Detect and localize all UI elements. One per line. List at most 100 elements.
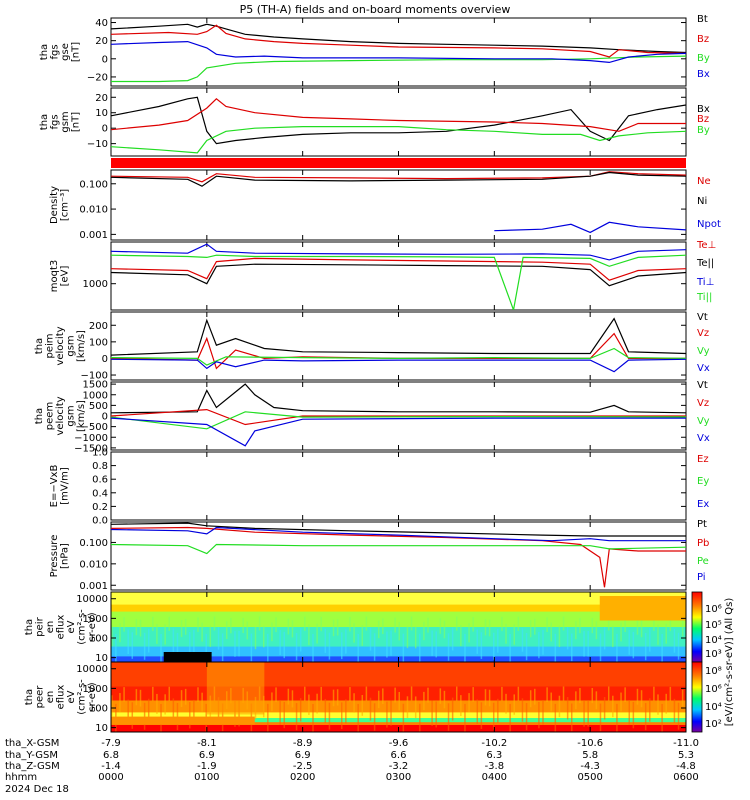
y-tick-label: 0.2 bbox=[92, 502, 108, 513]
x-tick-label: 0000 bbox=[98, 772, 123, 783]
heatmap-streak bbox=[431, 630, 433, 656]
heatmap-streak bbox=[164, 624, 166, 645]
heatmap-streak bbox=[316, 623, 318, 644]
heatmap-streak bbox=[341, 702, 343, 730]
heatmap-streak bbox=[143, 632, 146, 660]
legend-entry: Ey bbox=[697, 476, 709, 487]
heatmap-streak bbox=[558, 695, 561, 718]
heatmap-streak bbox=[139, 689, 142, 707]
heatmap-streak bbox=[464, 703, 466, 732]
y-tick-label: 100 bbox=[89, 337, 108, 348]
y-tick-label: −20 bbox=[87, 72, 108, 83]
heatmap-streak bbox=[542, 699, 544, 725]
heatmap-streak bbox=[332, 619, 335, 637]
y-tick-label: 10 bbox=[95, 723, 108, 734]
heatmap-band bbox=[111, 604, 686, 613]
heatmap-streak bbox=[172, 698, 175, 722]
legend-entry: Bt bbox=[697, 14, 708, 25]
heatmap-streak bbox=[197, 687, 199, 702]
heatmap-streak bbox=[501, 686, 503, 702]
colorbar-lower-tick: 10² bbox=[705, 719, 722, 730]
heatmap-streak bbox=[328, 632, 331, 660]
heatmap-streak bbox=[669, 616, 672, 632]
heatmap-streak bbox=[599, 703, 602, 732]
y-tick-label: −1000 bbox=[74, 433, 108, 444]
legend-entry: Bx bbox=[697, 104, 710, 115]
heatmap-streak bbox=[349, 617, 351, 632]
colorbar-upper-tick: 10⁵ bbox=[705, 620, 722, 631]
heatmap-streak bbox=[513, 624, 515, 645]
heatmap-streak bbox=[431, 700, 433, 726]
date-label: 2024 Dec 18 bbox=[5, 784, 69, 795]
heatmap-streak bbox=[213, 616, 216, 631]
heatmap-streak bbox=[443, 620, 446, 639]
series-line-Vz bbox=[111, 332, 686, 370]
heatmap-streak bbox=[624, 687, 626, 703]
heatmap-streak bbox=[554, 703, 557, 732]
heatmap-streak bbox=[246, 621, 249, 640]
legend-entry: Ti⊥ bbox=[696, 277, 714, 288]
colorbar-upper-tick: 10³ bbox=[705, 649, 722, 660]
legend-entry: Ez bbox=[697, 454, 709, 465]
heatmap-streak bbox=[571, 633, 573, 662]
heatmap-streak bbox=[205, 633, 207, 662]
heatmap-streak bbox=[234, 631, 236, 657]
heatmap-streak bbox=[439, 688, 442, 704]
x-tick-label: -7.9 bbox=[101, 738, 121, 749]
panel-peim_velocity: 200 100 0 −100 tha peim velocity gsm [km/s] Vt Vz V… bbox=[34, 311, 710, 382]
legend-entry: Te|| bbox=[696, 258, 714, 269]
y-tick-label: −500 bbox=[81, 422, 108, 433]
heatmap-streak bbox=[603, 627, 606, 650]
heatmap-streak bbox=[472, 687, 474, 702]
heatmap-streak bbox=[332, 689, 335, 707]
heatmap-streak bbox=[566, 697, 569, 720]
heatmap-streak bbox=[361, 695, 364, 716]
legend-entry: Npot bbox=[697, 219, 721, 230]
heatmap-streak bbox=[439, 618, 442, 634]
heatmap-streak bbox=[419, 633, 421, 662]
heatmap-streak bbox=[534, 688, 536, 705]
heatmap-streak bbox=[669, 686, 672, 702]
x-tick-label: 5.8 bbox=[582, 750, 598, 761]
legend-entry: Te⊥ bbox=[696, 240, 716, 251]
y-axis-label: sr-eV) bbox=[87, 682, 98, 711]
series-line-Bz bbox=[111, 98, 686, 132]
y-axis-label: tha bbox=[24, 619, 35, 635]
heatmap-streak bbox=[382, 688, 384, 704]
y-axis-label: peem bbox=[45, 402, 56, 430]
heatmap-streak bbox=[607, 616, 610, 631]
colorbar-lower-tick: 10⁴ bbox=[705, 702, 722, 713]
legend-entry: Bz bbox=[697, 114, 709, 125]
heatmap-streak bbox=[492, 632, 495, 660]
series-line-Ne bbox=[111, 171, 686, 183]
heatmap-streak bbox=[480, 702, 483, 729]
y-tick-label: −100 bbox=[81, 371, 108, 382]
heatmap-streak bbox=[484, 619, 487, 636]
heatmap-streak bbox=[579, 617, 581, 634]
heatmap-streak bbox=[419, 703, 421, 732]
y-axis-label: [eV] bbox=[60, 266, 71, 287]
heatmap-streak bbox=[571, 703, 573, 732]
panel-temperature: 1000 moqt3 [eV] Te⊥ Te|| Ti⊥ Ti|| bbox=[49, 240, 716, 311]
x-axis-row-label: tha_X-GSM bbox=[5, 738, 59, 749]
heatmap-streak bbox=[369, 697, 372, 721]
heatmap-streak bbox=[139, 619, 142, 637]
series-line-Vx bbox=[111, 417, 686, 447]
heatmap-band bbox=[111, 646, 686, 657]
heatmap-streak bbox=[505, 623, 507, 644]
heatmap-streak bbox=[550, 692, 552, 712]
panel-peir_eflux: 10000 1000 100 10 tha peir en eflux eV (cm²-s-sr-… bbox=[24, 591, 687, 664]
heatmap-streak bbox=[435, 631, 437, 658]
x-tick-label: -2.5 bbox=[293, 761, 313, 772]
heatmap-streak bbox=[517, 686, 520, 701]
heatmap-streak bbox=[410, 616, 413, 631]
legend-entry: Bz bbox=[697, 34, 709, 45]
heatmap-streak bbox=[492, 702, 495, 730]
heatmap-streak bbox=[262, 625, 265, 648]
heatmap-streak bbox=[336, 619, 339, 636]
heatmap-streak bbox=[595, 691, 598, 710]
series-line-Bx bbox=[111, 40, 686, 64]
heatmap-streak bbox=[583, 631, 585, 657]
heatmap-streak bbox=[250, 633, 253, 662]
heatmap-streak bbox=[529, 620, 532, 638]
